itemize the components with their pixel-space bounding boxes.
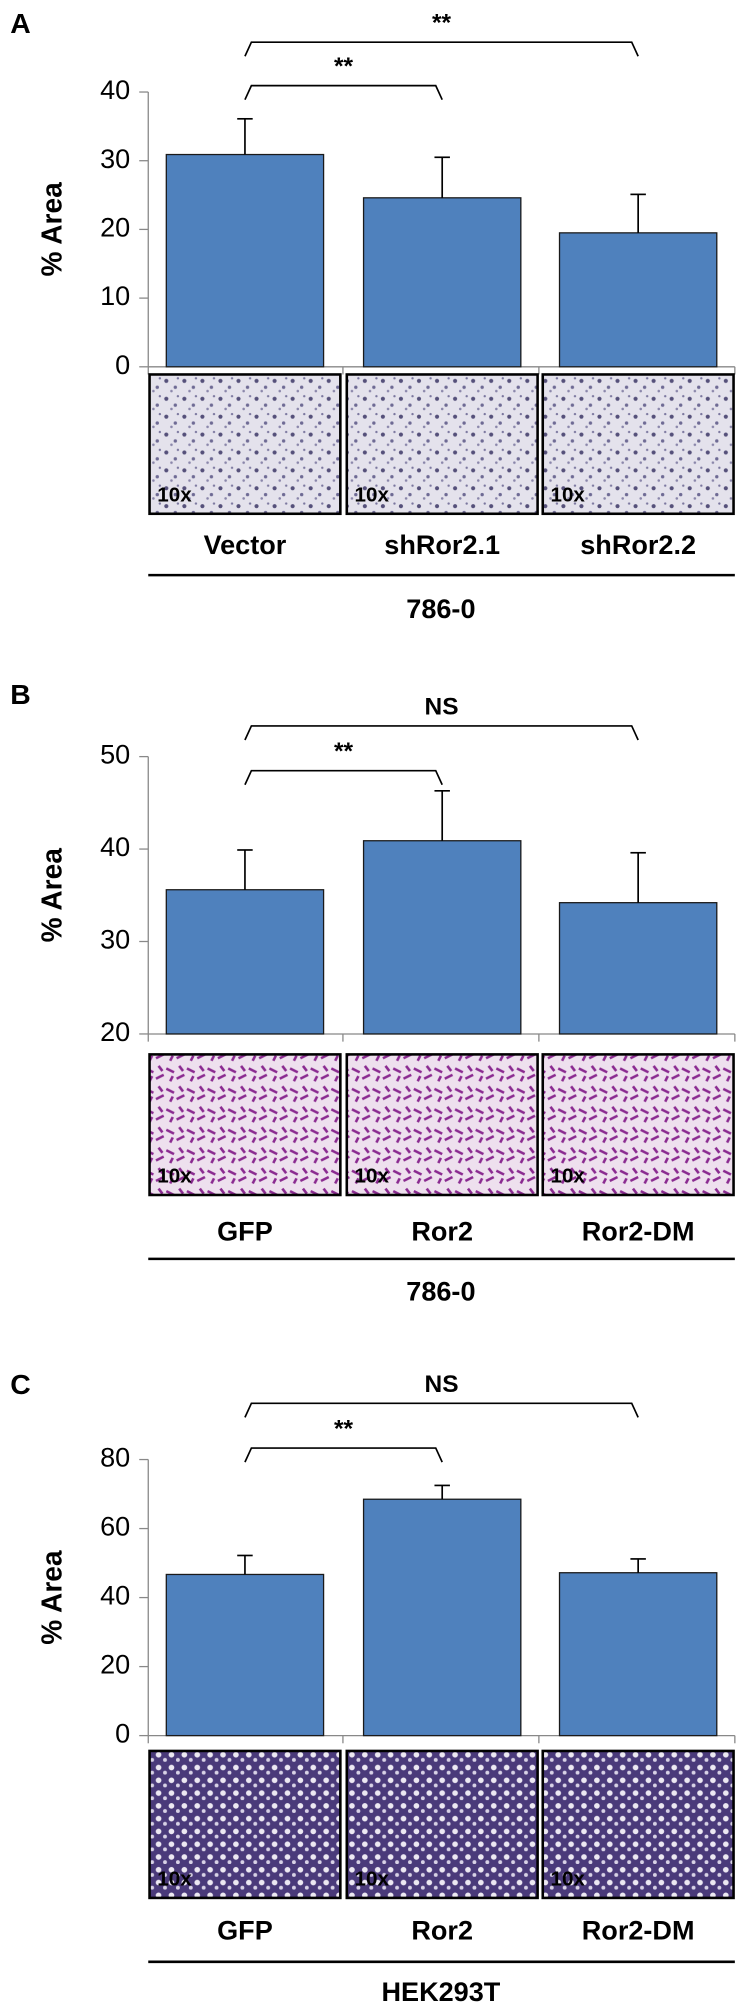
group-label: HEK293T (382, 1977, 501, 2004)
group-label: 786-0 (406, 594, 475, 624)
y-tick-label: 0 (115, 350, 130, 380)
y-tick-label: 60 (100, 1512, 130, 1542)
x-tick-label: shRor2.2 (580, 530, 696, 560)
y-tick-label: 20 (100, 1650, 130, 1680)
bar (165, 153, 325, 368)
panel-label: A (10, 7, 30, 39)
significance-label: NS (425, 1371, 459, 1398)
significance-label: ** (334, 738, 354, 765)
micrograph (148, 1053, 342, 1197)
y-tick-label: 20 (100, 213, 130, 243)
x-tick-label: shRor2.1 (384, 530, 500, 560)
bar (362, 840, 522, 1035)
y-tick-label: 80 (100, 1443, 130, 1473)
y-tick-label: 50 (100, 740, 130, 770)
significance-label: ** (334, 1416, 354, 1443)
bar (165, 1573, 325, 1737)
y-axis-label: % Area (36, 182, 68, 277)
significance-bracket (244, 1402, 639, 1418)
x-tick-label: Ror2-DM (582, 1916, 695, 1946)
x-tick-label: GFP (217, 1916, 273, 1946)
significance-label: ** (334, 53, 354, 80)
group-label: 786-0 (406, 1277, 475, 1307)
x-tick-label: Ror2-DM (582, 1217, 695, 1247)
image-label: 10x (550, 483, 585, 506)
significance-bracket (244, 1447, 443, 1463)
y-tick-label: 40 (100, 1581, 130, 1611)
micrograph (345, 1749, 539, 1900)
bar (558, 232, 718, 368)
y-axis-label: % Area (36, 1550, 68, 1645)
image-label: 10x (355, 1165, 390, 1188)
panel-label: C (10, 1368, 30, 1400)
y-tick-label: 20 (100, 1017, 130, 1047)
micrograph (345, 373, 539, 516)
significance-bracket (244, 769, 443, 786)
y-tick-label: 40 (100, 75, 130, 105)
micrograph (541, 1053, 735, 1197)
image-label: 10x (157, 1868, 192, 1891)
y-tick-label: 0 (115, 1719, 130, 1749)
significance-bracket (244, 41, 639, 57)
micrograph (345, 1053, 539, 1197)
bar (558, 902, 718, 1035)
bar (362, 197, 522, 368)
y-tick-label: 30 (100, 925, 130, 955)
micrograph (541, 1749, 735, 1900)
image-label: 10x (355, 483, 390, 506)
significance-bracket (244, 84, 443, 101)
x-tick-label: GFP (217, 1217, 273, 1247)
micrograph (148, 373, 342, 516)
x-tick-label: Ror2 (411, 1916, 473, 1946)
y-axis-label: % Area (36, 848, 68, 943)
image-label: 10x (157, 1165, 192, 1188)
bar (165, 889, 325, 1035)
micrograph (148, 1749, 342, 1900)
image-label: 10x (157, 483, 192, 506)
panel-label: B (10, 678, 30, 710)
image-label: 10x (550, 1165, 585, 1188)
x-tick-label: Vector (204, 530, 287, 560)
image-label: 10x (355, 1868, 390, 1891)
significance-bracket (244, 725, 639, 741)
image-label: 10x (550, 1868, 585, 1891)
bar (362, 1498, 522, 1737)
bar (558, 1572, 718, 1737)
y-tick-label: 30 (100, 144, 130, 174)
y-tick-label: 10 (100, 281, 130, 311)
x-tick-label: Ror2 (411, 1217, 473, 1247)
micrograph (541, 373, 735, 516)
significance-label: ** (432, 10, 452, 37)
significance-label: NS (425, 694, 459, 721)
y-tick-label: 40 (100, 832, 130, 862)
